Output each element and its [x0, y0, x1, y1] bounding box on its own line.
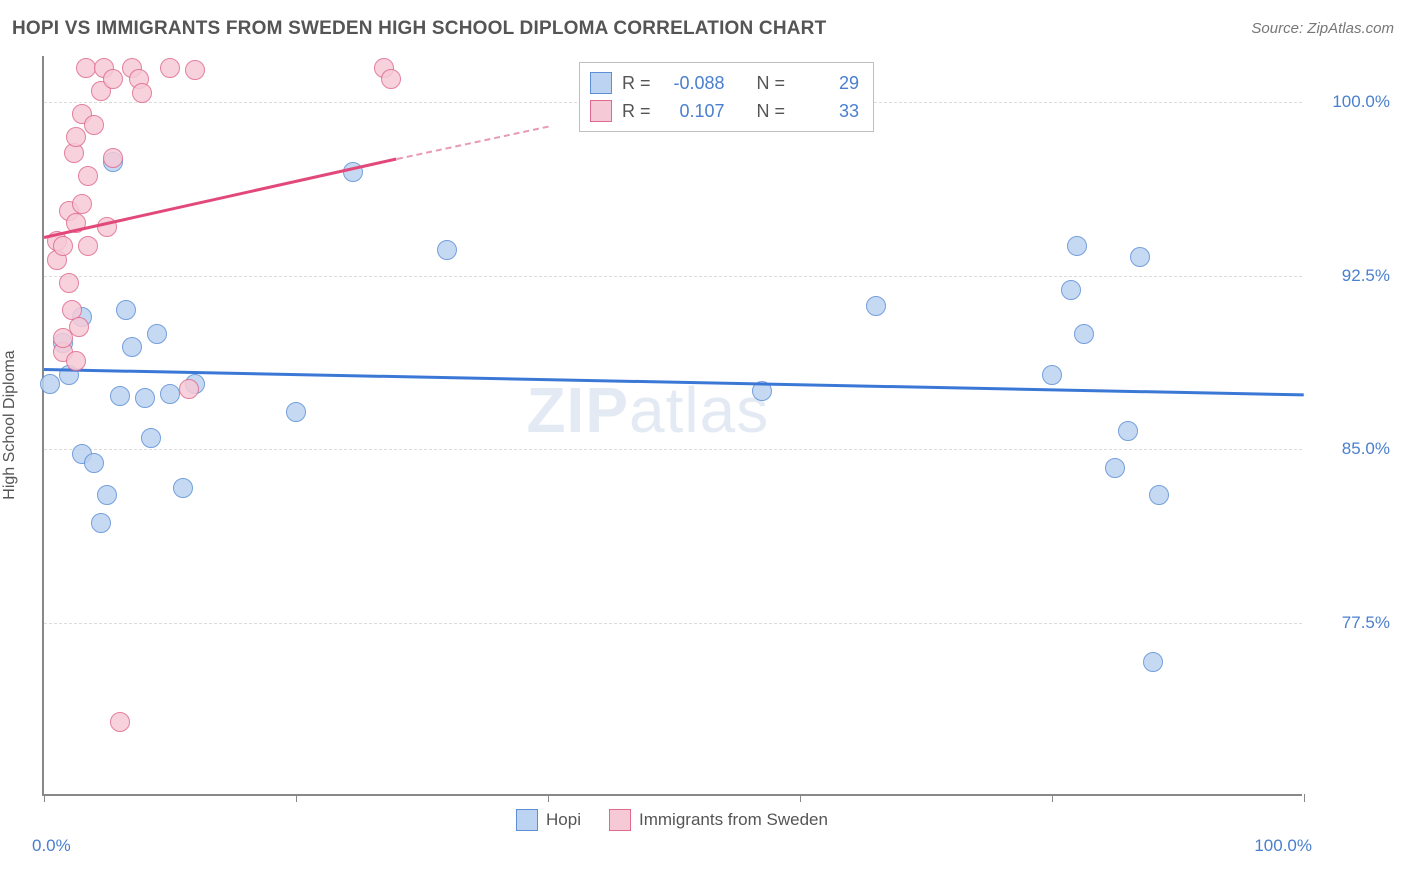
x-tick	[800, 794, 801, 802]
stat-r-value: -0.088	[661, 69, 725, 97]
data-point	[69, 317, 89, 337]
legend-swatch	[609, 809, 631, 831]
data-point	[122, 337, 142, 357]
data-point	[103, 69, 123, 89]
stat-r-value: 0.107	[661, 97, 725, 125]
data-point	[1149, 485, 1169, 505]
data-point	[179, 379, 199, 399]
data-point	[1042, 365, 1062, 385]
data-point	[1074, 324, 1094, 344]
trend-line	[397, 125, 549, 159]
data-point	[76, 58, 96, 78]
x-tick	[44, 794, 45, 802]
data-point	[173, 478, 193, 498]
data-point	[185, 60, 205, 80]
data-point	[1105, 458, 1125, 478]
bottom-legend: Hopi Immigrants from Sweden	[42, 809, 1302, 836]
chart-title: HOPI VS IMMIGRANTS FROM SWEDEN HIGH SCHO…	[12, 18, 826, 39]
data-point	[110, 712, 130, 732]
data-point	[132, 83, 152, 103]
data-point	[59, 273, 79, 293]
stat-r-label: R =	[622, 69, 651, 97]
data-point	[1130, 247, 1150, 267]
x-tick	[1304, 794, 1305, 802]
data-point	[84, 453, 104, 473]
y-tick-label: 92.5%	[1342, 266, 1390, 286]
data-point	[72, 194, 92, 214]
source-credit: Source: ZipAtlas.com	[1251, 20, 1394, 37]
data-point	[78, 166, 98, 186]
data-point	[103, 148, 123, 168]
legend-item: Hopi	[516, 809, 581, 831]
data-point	[91, 513, 111, 533]
y-axis-label: High School Diploma	[1, 350, 19, 499]
stats-row: R = -0.088 N = 29	[590, 69, 859, 97]
data-point	[866, 296, 886, 316]
data-point	[66, 351, 86, 371]
data-point	[147, 324, 167, 344]
stat-r-label: R =	[622, 97, 651, 125]
data-point	[116, 300, 136, 320]
legend-swatch	[590, 72, 612, 94]
x-tick	[1052, 794, 1053, 802]
stat-n-value: 29	[795, 69, 859, 97]
legend-swatch	[516, 809, 538, 831]
plot-area: ZIPatlas High School Diploma 77.5%85.0%9…	[42, 56, 1302, 796]
stats-box: R = -0.088 N = 29 R = 0.107 N = 33	[579, 62, 874, 132]
data-point	[1067, 236, 1087, 256]
y-tick-label: 77.5%	[1342, 613, 1390, 633]
x-min-label: 0.0%	[32, 836, 71, 856]
x-tick	[296, 794, 297, 802]
x-max-label: 100.0%	[1254, 836, 1312, 856]
data-point	[141, 428, 161, 448]
data-point	[97, 485, 117, 505]
legend-label: Immigrants from Sweden	[639, 810, 828, 830]
data-point	[381, 69, 401, 89]
legend-swatch	[590, 100, 612, 122]
y-tick-label: 85.0%	[1342, 439, 1390, 459]
stats-row: R = 0.107 N = 33	[590, 97, 859, 125]
y-tick-label: 100.0%	[1332, 92, 1390, 112]
data-point	[66, 127, 86, 147]
legend-item: Immigrants from Sweden	[609, 809, 828, 831]
stat-n-label: N =	[757, 69, 786, 97]
stat-n-label: N =	[757, 97, 786, 125]
data-point	[135, 388, 155, 408]
data-point	[84, 115, 104, 135]
data-point	[1143, 652, 1163, 672]
data-point	[1061, 280, 1081, 300]
data-point	[53, 236, 73, 256]
x-tick	[548, 794, 549, 802]
legend-label: Hopi	[546, 810, 581, 830]
trend-line	[44, 158, 397, 240]
data-point	[78, 236, 98, 256]
data-point	[1118, 421, 1138, 441]
data-point	[437, 240, 457, 260]
gridline	[44, 623, 1302, 624]
gridline	[44, 276, 1302, 277]
trend-line	[44, 368, 1304, 396]
data-point	[160, 58, 180, 78]
data-point	[40, 374, 60, 394]
stat-n-value: 33	[795, 97, 859, 125]
data-point	[286, 402, 306, 422]
gridline	[44, 449, 1302, 450]
data-point	[110, 386, 130, 406]
data-point	[160, 384, 180, 404]
